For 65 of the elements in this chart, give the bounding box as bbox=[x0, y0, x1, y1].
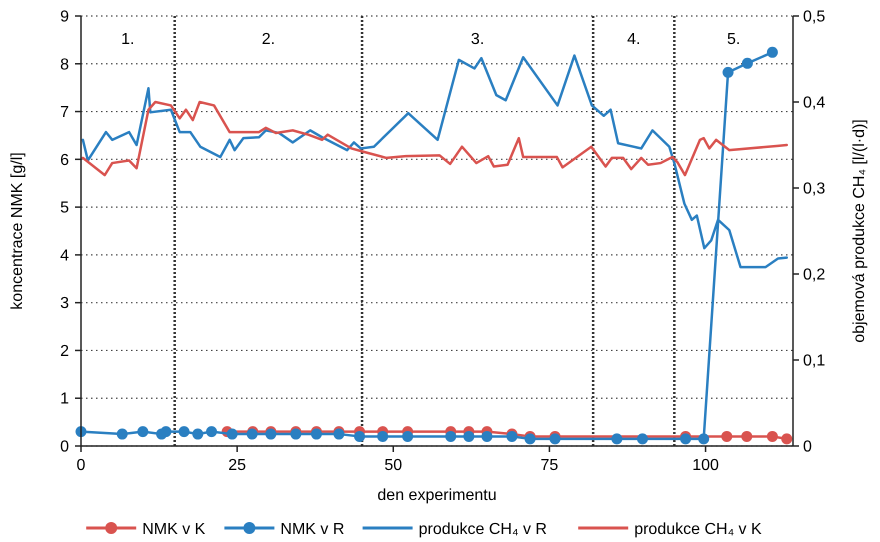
legend-label: produkce CH₄ v K bbox=[634, 521, 762, 538]
point bbox=[741, 430, 752, 442]
point bbox=[310, 428, 322, 440]
y-tick-label: 7 bbox=[60, 104, 70, 122]
point bbox=[333, 428, 344, 440]
x-tick-label: 100 bbox=[692, 457, 720, 474]
point bbox=[265, 428, 276, 440]
point bbox=[698, 433, 710, 444]
point bbox=[206, 426, 218, 438]
point bbox=[766, 430, 778, 442]
point bbox=[137, 426, 148, 438]
point bbox=[766, 46, 778, 58]
x-tick-label: 0 bbox=[76, 457, 86, 474]
point bbox=[116, 428, 128, 440]
legend-label: NMK v R bbox=[280, 521, 344, 538]
point bbox=[178, 426, 190, 438]
y2-tick-label: 0,2 bbox=[803, 266, 826, 284]
y2-tick-label: 0,3 bbox=[803, 180, 826, 198]
x-axis-title: den experimentu bbox=[377, 487, 497, 504]
y-tick-label: 3 bbox=[60, 295, 70, 312]
point bbox=[463, 430, 474, 442]
point bbox=[636, 433, 648, 444]
point bbox=[445, 430, 456, 442]
point bbox=[722, 66, 734, 78]
point bbox=[290, 428, 302, 440]
x-tick-label: 75 bbox=[540, 457, 558, 474]
annotation: 4. bbox=[627, 31, 640, 48]
legend-label: produkce CH₄ v R bbox=[418, 521, 547, 538]
y2-axis-title: objemová produkce CH₄ [l/(l·d)] bbox=[851, 119, 868, 343]
y-tick-label: 4 bbox=[60, 247, 70, 264]
legend-label: NMK v K bbox=[142, 521, 206, 538]
y-tick-label: 9 bbox=[60, 8, 70, 26]
y2-tick-label: 0,1 bbox=[803, 352, 826, 370]
point bbox=[354, 430, 366, 442]
point bbox=[160, 426, 172, 438]
point bbox=[481, 430, 492, 442]
annotation: 1. bbox=[121, 31, 135, 48]
point bbox=[611, 433, 622, 444]
line-series bbox=[82, 100, 788, 176]
point bbox=[192, 428, 204, 440]
point bbox=[680, 433, 692, 444]
y-tick-label: 0 bbox=[60, 438, 70, 456]
point bbox=[742, 58, 753, 69]
annotation: 5. bbox=[726, 31, 740, 48]
y-tick-label: 1 bbox=[60, 390, 70, 408]
point bbox=[246, 428, 258, 440]
y2-tick-label: 0,4 bbox=[803, 94, 826, 112]
y-tick-label: 5 bbox=[60, 200, 70, 217]
x-tick-label: 25 bbox=[228, 457, 246, 474]
y-tick-label: 8 bbox=[60, 56, 70, 74]
x-tick-label: 50 bbox=[384, 457, 402, 474]
point bbox=[550, 433, 561, 444]
annotation: 2. bbox=[262, 31, 276, 48]
point bbox=[402, 430, 414, 442]
y-axis-title: koncentrace NMK [g/l] bbox=[9, 152, 26, 310]
annotation: 3. bbox=[470, 31, 484, 48]
point bbox=[226, 428, 238, 440]
y-tick-label: 2 bbox=[60, 342, 70, 360]
point bbox=[781, 433, 792, 444]
y2-tick-label: 0,5 bbox=[803, 8, 826, 26]
point bbox=[524, 433, 536, 444]
y-tick-label: 6 bbox=[60, 152, 70, 169]
point bbox=[721, 430, 732, 442]
point bbox=[377, 430, 388, 442]
y2-tick-label: 0 bbox=[803, 438, 812, 456]
